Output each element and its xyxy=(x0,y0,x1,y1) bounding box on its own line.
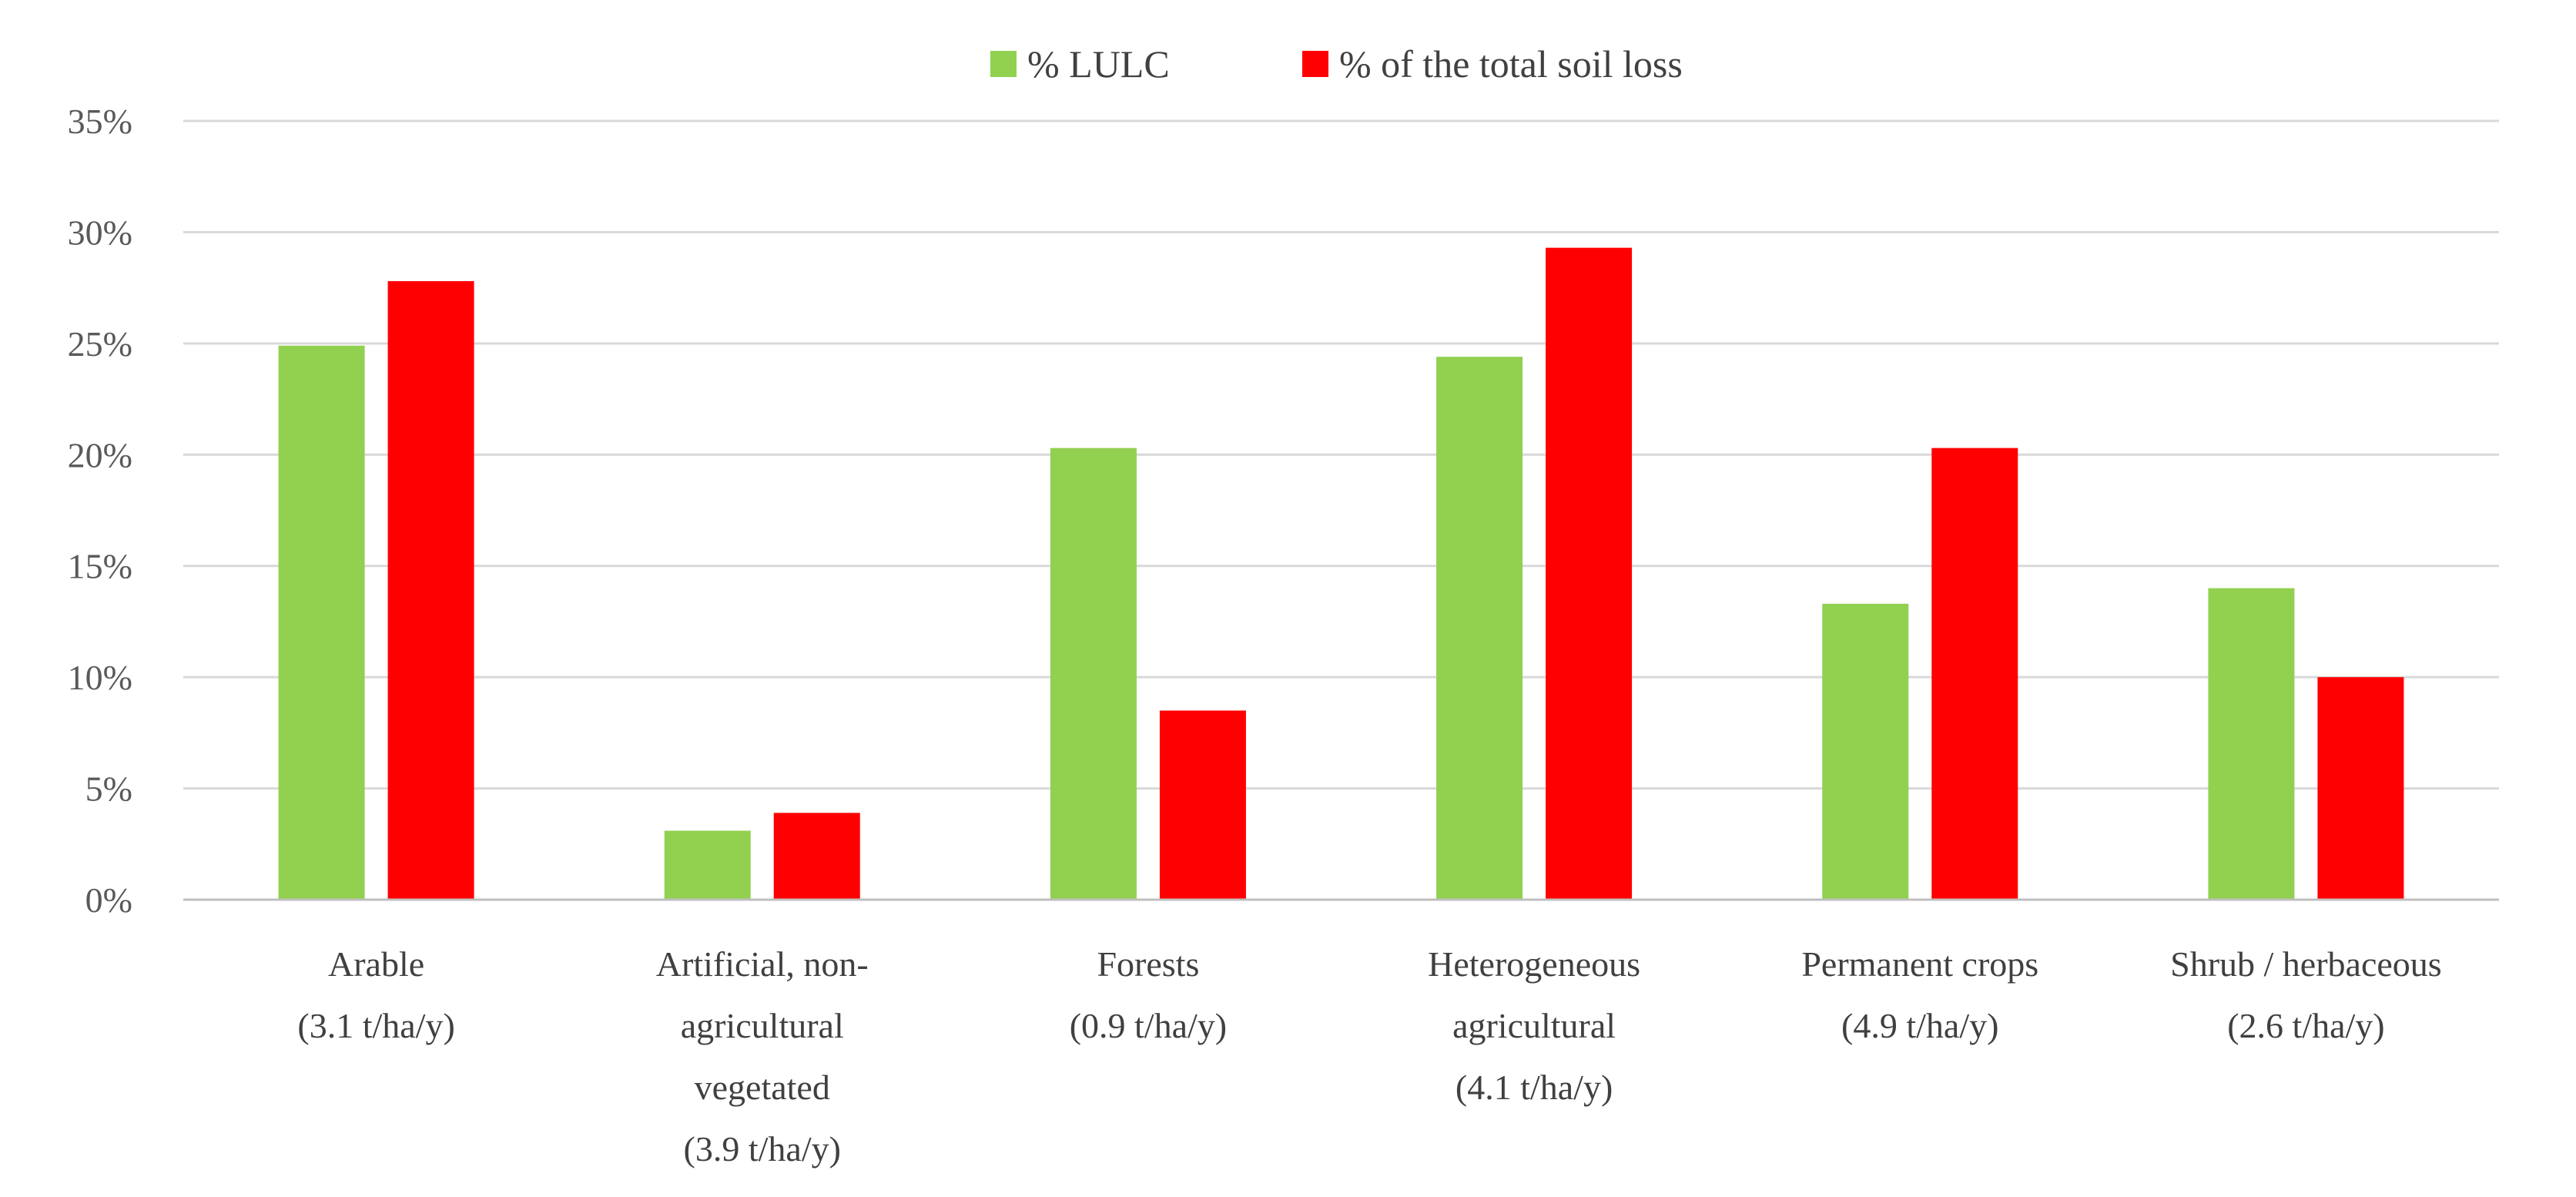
bar-soil-loss xyxy=(1931,448,2018,900)
x-category-label: Heterogeneous agricultural (4.1 t/ha/y) xyxy=(1428,944,1640,1107)
bar-lulc xyxy=(1822,603,1909,900)
x-category-label: Arable (3.1 t/ha/y) xyxy=(297,944,454,1045)
x-category-label: Artificial, non-agricultural vegetated (3.… xyxy=(656,944,869,1168)
x-category-label-line: Permanent crops xyxy=(1801,944,2038,984)
x-category-label-line: Forests xyxy=(1097,944,1199,984)
axis-layer: 0% 5% 10% 15% 20% 25% 30% 35% Arable (3.1 t/ha/y)… xyxy=(68,102,2499,1168)
y-tick-label: 30% xyxy=(68,213,132,252)
legend-label-soil-loss: % of the total soil loss xyxy=(1339,42,1683,86)
bar-soil-loss xyxy=(387,280,474,900)
x-category-label-line: Artificial, non- xyxy=(656,944,869,984)
x-category-label-line: (4.9 t/ha/y) xyxy=(1841,1006,1998,1045)
x-category-label-line: agricultural xyxy=(1452,1006,1616,1045)
legend-swatch-lulc xyxy=(990,51,1017,77)
grid-layer xyxy=(183,119,2499,790)
bar-lulc xyxy=(1436,357,1523,900)
x-category-label-line: Shrub / herbaceous xyxy=(2170,944,2442,984)
x-category-label-line: (4.1 t/ha/y) xyxy=(1455,1068,1613,1107)
y-tick-label: 5% xyxy=(85,770,132,809)
x-category-label-line: (3.9 t/ha/y) xyxy=(684,1129,841,1168)
x-category-label-line: Arable xyxy=(328,944,424,984)
y-tick-label: 25% xyxy=(68,324,132,364)
x-category-label-line: (0.9 t/ha/y) xyxy=(1070,1006,1227,1045)
bars-layer xyxy=(278,247,2404,900)
legend-label-lulc: % LULC xyxy=(1027,42,1170,86)
bar-soil-loss xyxy=(773,813,860,900)
y-tick-label: 35% xyxy=(68,102,132,141)
x-category-label: Forests (0.9 t/ha/y) xyxy=(1070,944,1227,1045)
legend-swatch-soil-loss xyxy=(1302,51,1328,77)
y-tick-label: 20% xyxy=(68,435,132,474)
legend: % LULC % of the total soil loss xyxy=(990,42,1683,86)
bar-soil-loss xyxy=(1546,247,1633,900)
bar-lulc xyxy=(664,830,751,900)
bar-lulc xyxy=(2208,588,2295,900)
x-category-label: Shrub / herbaceous (2.6 t/ha/y) xyxy=(2170,944,2442,1045)
x-category-label-line: Heterogeneous xyxy=(1428,944,1640,984)
bar-soil-loss xyxy=(2317,677,2404,900)
bar-lulc xyxy=(1050,448,1137,900)
bar-lulc xyxy=(278,345,365,900)
x-category-label-line: (2.6 t/ha/y) xyxy=(2227,1006,2384,1045)
y-tick-label: 0% xyxy=(85,880,132,920)
x-category-label: Permanent crops (4.9 t/ha/y) xyxy=(1801,944,2038,1045)
x-category-label-line: (3.1 t/ha/y) xyxy=(297,1006,454,1045)
y-tick-label: 15% xyxy=(68,547,132,586)
x-category-label-line: agricultural xyxy=(681,1006,844,1045)
x-category-label-line: vegetated xyxy=(695,1068,830,1107)
bar-soil-loss xyxy=(1159,710,1246,900)
y-tick-label: 10% xyxy=(68,658,132,697)
